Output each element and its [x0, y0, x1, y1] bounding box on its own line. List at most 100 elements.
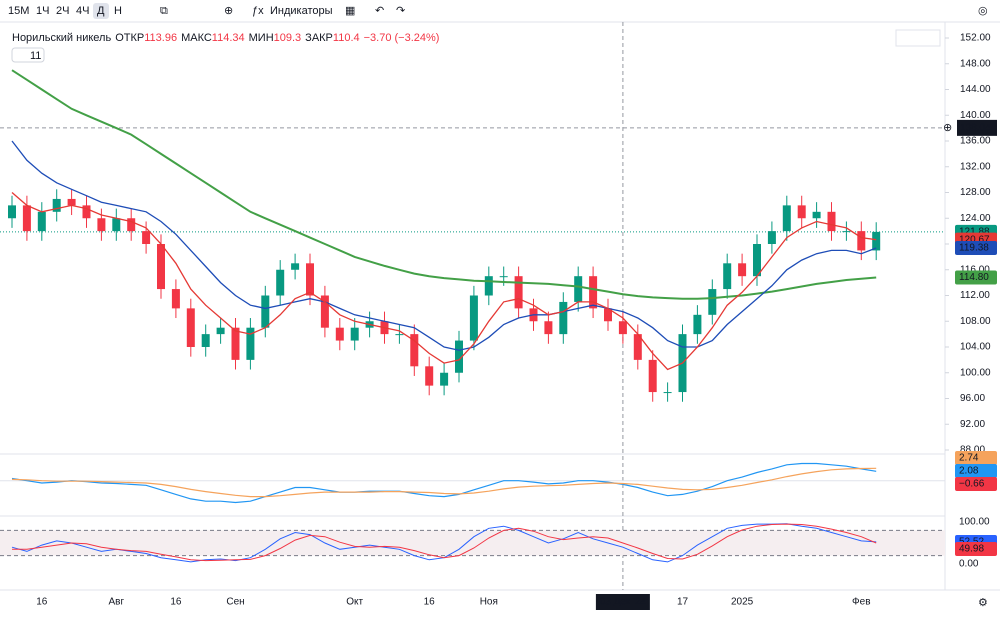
x-tick-label: 16: [170, 597, 182, 608]
candle-body: [455, 340, 463, 373]
symbol: Норильский никель: [12, 32, 111, 44]
interval-button[interactable]: 1Ч: [36, 5, 49, 17]
candle-body: [514, 276, 523, 309]
candle-body: [723, 263, 732, 290]
legend: Норильский никель ОТКР113.96 МАКС114.34 МИН…: [12, 32, 439, 44]
camera-icon[interactable]: ◎: [978, 5, 988, 17]
settings-icon[interactable]: ⚙: [978, 597, 988, 609]
redo-icon[interactable]: ↷: [396, 5, 405, 17]
y-tick-label: 108.00: [960, 316, 991, 327]
indicator-badge[interactable]: [11, 47, 45, 63]
candle-body: [171, 289, 180, 309]
y-tick-label: 112.00: [960, 290, 990, 301]
x-tick-label: 2025: [731, 597, 754, 608]
y-tick-label: 144.00: [960, 84, 991, 95]
indicator-icon[interactable]: ƒx: [252, 5, 264, 17]
interval-button[interactable]: Д: [97, 5, 105, 17]
interval-button[interactable]: 4Ч: [76, 5, 89, 17]
candle-body: [827, 211, 836, 232]
candle-body: [633, 334, 642, 360]
macd-label: 2.08: [959, 466, 979, 477]
close-label: ЗАКР: [305, 32, 333, 44]
price-label: 121.88: [959, 227, 990, 238]
y-tick-label: 132.00: [960, 161, 991, 172]
indicator-count: 11: [30, 50, 41, 62]
low: 109.3: [274, 32, 302, 44]
candle-body: [767, 231, 776, 244]
change: −3.70 (−3.24%): [364, 32, 440, 44]
candle-body: [782, 205, 791, 232]
candle-body: [8, 205, 16, 219]
macd-label-box: [955, 451, 997, 465]
y-tick-label: 148.00: [960, 58, 991, 69]
open: 113.96: [144, 32, 177, 44]
x-tick-label: Окт: [346, 597, 363, 608]
crosshair-plus: ⊕: [943, 122, 952, 134]
stoch-label-box: [955, 515, 997, 529]
candle-body: [574, 276, 583, 302]
macd-label: −0.66: [959, 479, 985, 490]
price-label: 120.67: [959, 234, 990, 245]
x-tick-label: 17: [677, 597, 689, 608]
candle-body: [276, 269, 285, 296]
stoch-label: 0.00: [959, 559, 979, 570]
x-tick-label: Ноя: [480, 597, 498, 608]
macd-label-box: [955, 464, 997, 478]
candle-body: [469, 295, 478, 341]
candle-body: [142, 231, 151, 244]
y-tick-label: 152.00: [960, 33, 991, 44]
candle-body: [425, 366, 434, 386]
candle-body: [320, 295, 329, 328]
y-tick-label: 92.00: [960, 419, 985, 430]
candle-body: [335, 327, 344, 341]
y-tick-label: 88.00: [960, 445, 985, 456]
stoch-band: [0, 530, 945, 556]
interval-button[interactable]: 15М: [8, 5, 29, 17]
stoch-label-box: [955, 542, 997, 557]
candle-body: [127, 218, 136, 232]
add-icon[interactable]: ⊕: [224, 5, 233, 17]
y-tick-label: 116.00: [960, 264, 990, 275]
high-label: МАКС: [181, 32, 212, 44]
x-tick-label: Авг: [108, 597, 124, 608]
low-label: МИН: [249, 32, 274, 44]
candle-body: [112, 218, 121, 232]
undo-icon[interactable]: ↶: [375, 5, 384, 17]
candle-body: [350, 327, 359, 341]
candle-body: [22, 205, 31, 232]
crosshair-price: 138.04: [960, 123, 991, 134]
moving-average: [11, 69, 877, 300]
moving-average: [11, 192, 877, 371]
y-tick-label: 136.00: [960, 136, 991, 147]
stoch-label-box: [955, 557, 997, 571]
y-tick-label: 96.00: [960, 393, 985, 404]
candle-body: [559, 301, 568, 335]
candle-body: [261, 295, 270, 328]
stoch-label: 49.98: [959, 544, 984, 555]
x-crosshair-box: [595, 594, 650, 610]
candle-body: [82, 205, 91, 219]
interval-button[interactable]: 2Ч: [56, 5, 69, 17]
stoch-label: 100.00: [959, 517, 990, 528]
candle-body: [499, 276, 508, 278]
candle-body: [216, 327, 225, 335]
candle-icon[interactable]: ⧉: [160, 5, 168, 17]
candle-body: [231, 327, 240, 360]
y-tick-label: 104.00: [960, 342, 991, 353]
x-tick-label: Сен: [226, 597, 244, 608]
indicators-button[interactable]: Индикаторы: [270, 5, 333, 17]
interval-button[interactable]: Н: [114, 5, 122, 17]
candle-body: [753, 244, 761, 277]
candle-body: [872, 231, 881, 251]
x-tick-label: Фев: [852, 597, 870, 608]
y-tick-label: 100.00: [960, 367, 991, 378]
candle-body: [544, 321, 553, 335]
price-label: 114.80: [959, 272, 989, 283]
high: 114.34: [212, 32, 245, 44]
macd-label: 2.74: [959, 453, 979, 464]
pane-buttons[interactable]: [895, 29, 941, 47]
layout-icon[interactable]: ▦: [345, 5, 355, 17]
candle-body: [67, 198, 76, 206]
candle-body: [97, 218, 106, 232]
